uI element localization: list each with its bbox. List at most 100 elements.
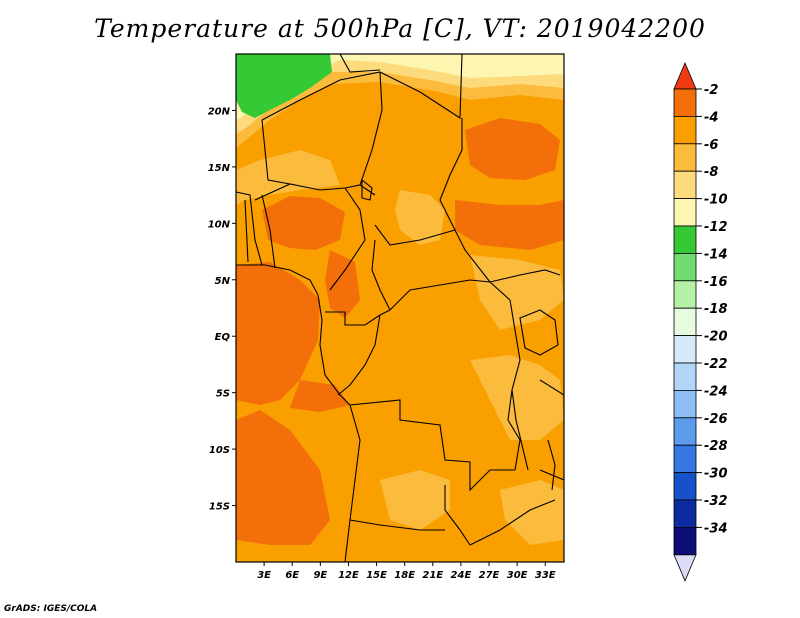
contour-region-minus8-southeast [500, 480, 564, 545]
contour-region-minus8-lakes [470, 355, 564, 440]
lon-tick-label: 18E [394, 570, 415, 581]
lat-tick-label: 15S [209, 502, 230, 513]
colorbar-swatch [673, 198, 697, 227]
colorbar-swatch [673, 527, 697, 556]
lon-tick-label: 30E [507, 570, 528, 581]
lon-tick-label: 27E [479, 570, 500, 581]
lat-tick-label: 10N [208, 219, 231, 230]
contour-region-minus14-northwest [236, 54, 332, 118]
colorbar-level-label: -16 [704, 275, 728, 290]
longitude-axis: 3E 6E 9E 12E 15E 18E 21E 24E 27E 30E 33E [257, 562, 556, 581]
border-south-sudan [489, 269, 561, 283]
colorbar-swatch [673, 499, 697, 528]
colorbar-swatch [673, 252, 697, 282]
colorbar-swatch [673, 472, 697, 501]
colorbar-swatch [673, 444, 697, 474]
colorbar-level-label: -18 [704, 302, 728, 317]
map-frame [235, 53, 565, 563]
lon-tick-label: 15E [366, 570, 387, 581]
contour-region-minus4-east [465, 118, 560, 180]
latitude-axis: 20N 15N 10N 5N EQ 5S 10S 15S [208, 106, 236, 513]
colorbar-swatch [673, 389, 697, 419]
colorbar-level-label: -20 [704, 330, 728, 345]
lat-tick-label: 5N [215, 276, 231, 287]
colorbar-swatch [673, 335, 697, 364]
colorbar-bottom-arrow [673, 554, 697, 582]
contour-region-minus4-nigeria [262, 196, 345, 250]
border-chad-car [374, 224, 491, 283]
border-drc-angola [349, 399, 515, 492]
country-borders [236, 54, 564, 562]
border-benin-togo [261, 194, 276, 269]
colorbar-top-arrow [673, 61, 697, 90]
border-tanzania-south [539, 469, 564, 481]
lon-tick-label: 33E [535, 570, 556, 581]
border-angola-zambia [444, 485, 471, 546]
colorbar-swatch [673, 362, 697, 391]
coastline-lake-malawi [547, 439, 556, 491]
lon-tick-label: 24E [451, 570, 472, 581]
border-nigeria-cameroon [329, 187, 366, 291]
contour-region-minus4-atlantic [236, 410, 330, 545]
colorbar-swatch [673, 116, 697, 145]
border-kenya-tanzania [539, 379, 564, 396]
lat-tick-label: 10S [209, 445, 230, 456]
border-zambia-south [469, 499, 556, 546]
contour-region-minus4-cameroon [325, 250, 360, 318]
contour-region-minus12-north [236, 54, 564, 120]
border-drc-east [507, 389, 521, 471]
colorbar-level-label: -26 [704, 412, 728, 427]
lon-tick-label: 9E [313, 570, 327, 581]
colorbar-level-label: -24 [704, 384, 728, 399]
border-algeria-libya [339, 54, 381, 73]
coastline-lake-chad [361, 178, 373, 201]
colorbar-level-label: -32 [704, 494, 728, 509]
lat-tick-label: 20N [208, 106, 231, 117]
colorbar-level-label: -2 [704, 83, 718, 98]
border-west-africa [236, 191, 263, 266]
colorbar-level-label: -22 [704, 357, 728, 372]
colorbar-swatch [673, 143, 697, 172]
border-car-drc [389, 279, 511, 311]
border-congo-drc [337, 314, 381, 396]
coastline-atlantic [236, 264, 361, 562]
coastline-lake-victoria [519, 309, 559, 356]
lon-tick-label: 12E [338, 570, 359, 581]
border-drc-uganda [509, 299, 521, 391]
map-title: Temperature at 500hPa [C], VT: 201904220… [94, 14, 706, 43]
border-chad-sudan [439, 118, 463, 231]
colorbar-level-label: -8 [704, 165, 718, 180]
contour-region-minus4-sudan [455, 200, 564, 250]
colorbar-level-label: -30 [704, 467, 728, 482]
colorbar-swatch [673, 307, 697, 337]
coastline-lake-tanganyika [511, 389, 529, 471]
colorbar-swatch [673, 88, 697, 117]
colorbar-level-label: -4 [704, 110, 718, 125]
colorbar-level-label: -6 [704, 138, 718, 153]
border-niger-chad [359, 71, 383, 186]
lon-tick-label: 3E [257, 570, 271, 581]
contour-region-minus4-gulf [236, 262, 320, 405]
border-gabon-congo [325, 309, 391, 326]
colorbar-swatch [673, 417, 697, 446]
colorbar-level-label: -34 [704, 521, 728, 536]
temperature-field [236, 54, 564, 562]
colorbar-level-label: -10 [704, 193, 728, 208]
lon-tick-label: 6E [285, 570, 299, 581]
contour-region-minus8-central [395, 190, 445, 245]
colorbar-swatch [673, 170, 697, 199]
border-angola-namibia [349, 519, 445, 531]
lon-tick-label: 21E [422, 570, 443, 581]
lat-tick-label: EQ [215, 332, 231, 343]
contour-region-minus8-sahel [236, 150, 340, 205]
border-mali-niger [261, 119, 291, 185]
grads-credit: GrADS: IGES/COLA [4, 604, 98, 614]
lat-tick-label: 5S [216, 389, 230, 400]
contour-region-minus8-east [470, 255, 564, 330]
colorbar-level-label: -28 [704, 439, 728, 454]
colorbar-level-label: -14 [704, 247, 728, 262]
colorbar-swatch [673, 225, 697, 254]
contour-region-minus8-south [380, 470, 450, 530]
border-cameroon-car [371, 239, 391, 311]
